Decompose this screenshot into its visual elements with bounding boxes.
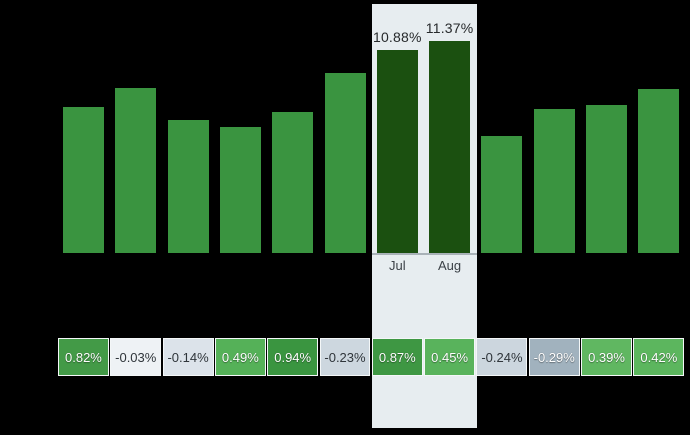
bar-10 [533, 109, 575, 253]
bar-8 [429, 40, 471, 253]
bar-7 [376, 50, 418, 253]
bar-value-label-8: 11.37% [425, 19, 474, 36]
heat-cell-1: 0.82% [58, 338, 109, 376]
heat-cell-10: -0.29% [528, 338, 580, 376]
bar-9 [481, 136, 523, 253]
heat-cell-11: 0.39% [581, 338, 632, 376]
heat-cell-3: -0.14% [162, 338, 214, 376]
bar-4 [219, 126, 261, 253]
heat-cell-4: 0.49% [214, 338, 266, 376]
x-axis-baseline [372, 253, 477, 255]
x-tick-aug: Aug [438, 258, 462, 273]
x-tick-jul: Jul [388, 258, 406, 273]
heat-cell-2: -0.03% [110, 338, 162, 376]
bar-11 [586, 104, 627, 253]
bar-2 [115, 87, 157, 253]
bar-12 [638, 89, 680, 253]
bar-6 [324, 73, 366, 253]
bar-value-label-7: 10.88% [372, 29, 422, 46]
heat-cell-8: 0.45% [424, 338, 476, 376]
heat-cell-9: -0.24% [476, 338, 528, 376]
heat-cell-12: 0.42% [633, 338, 685, 376]
bar-5 [272, 112, 314, 253]
bar-1 [63, 106, 104, 253]
bar-3 [167, 120, 209, 253]
heat-cell-5: 0.94% [267, 338, 319, 376]
heat-cell-7: 0.87% [371, 338, 423, 376]
heat-cell-6: -0.23% [319, 338, 371, 376]
